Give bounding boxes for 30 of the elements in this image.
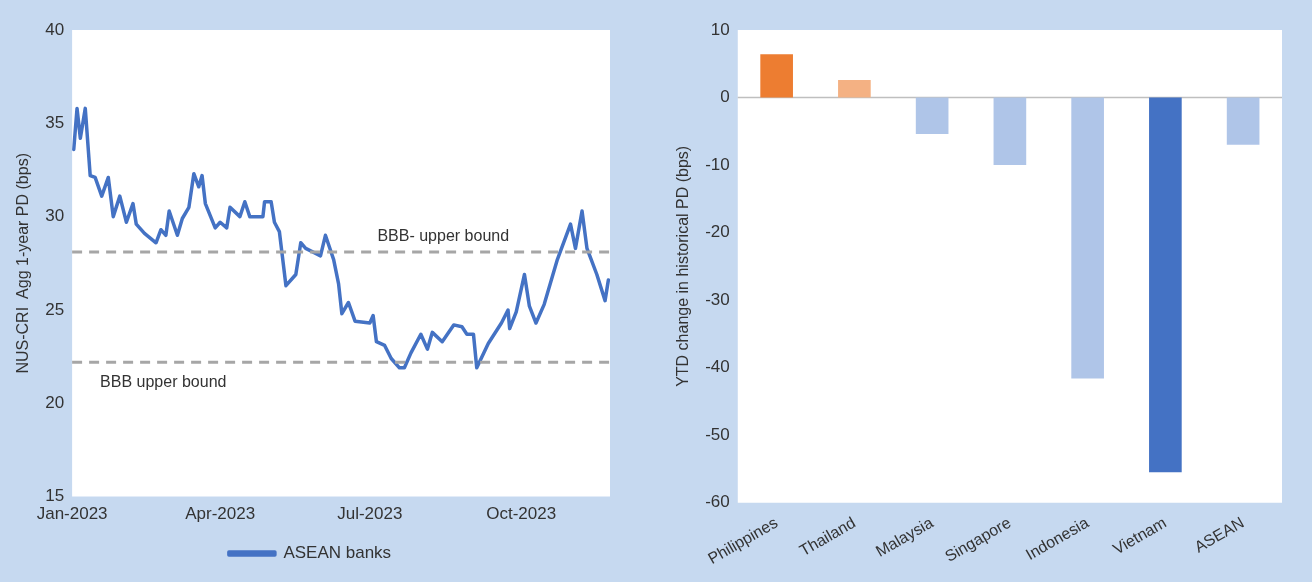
y-tick-label: 20	[45, 392, 65, 412]
y-tick-label: 0	[720, 87, 730, 107]
ref-line-label: BBB- upper bound	[377, 226, 510, 244]
y-tick-label: -50	[705, 424, 730, 444]
x-tick-label: Apr-2023	[185, 504, 256, 524]
y-tick-label: -20	[705, 222, 730, 242]
bar	[1149, 97, 1182, 473]
x-tick-label: Jul-2023	[337, 504, 403, 524]
y-tick-label: 30	[45, 206, 65, 226]
bar	[915, 97, 949, 134]
y-tick-label: 10	[710, 19, 730, 39]
bar	[838, 79, 871, 98]
x-tick-label: Jan-2023	[36, 504, 108, 524]
y-tick-label: 25	[45, 299, 65, 319]
bar	[993, 97, 1027, 166]
y-axis-title: YTD change in historical PD (bps)	[674, 145, 692, 387]
y-tick-label: 35	[45, 113, 65, 133]
y-tick-label: 40	[45, 19, 65, 39]
bar	[1226, 97, 1260, 145]
y-axis-title: NUS-CRI Agg 1-year PD (bps)	[14, 153, 32, 374]
bar	[1071, 97, 1104, 379]
y-tick-label: -10	[705, 154, 730, 174]
y-tick-label: -60	[705, 492, 730, 512]
bar	[760, 54, 793, 98]
ref-line-label: BBB upper bound	[100, 372, 227, 390]
legend-label: ASEAN banks	[283, 543, 392, 563]
y-tick-label: -30	[705, 289, 730, 309]
y-tick-label: -40	[705, 357, 730, 377]
y-tick-label: 15	[45, 486, 65, 506]
x-tick-label: Oct-2023	[486, 504, 557, 524]
